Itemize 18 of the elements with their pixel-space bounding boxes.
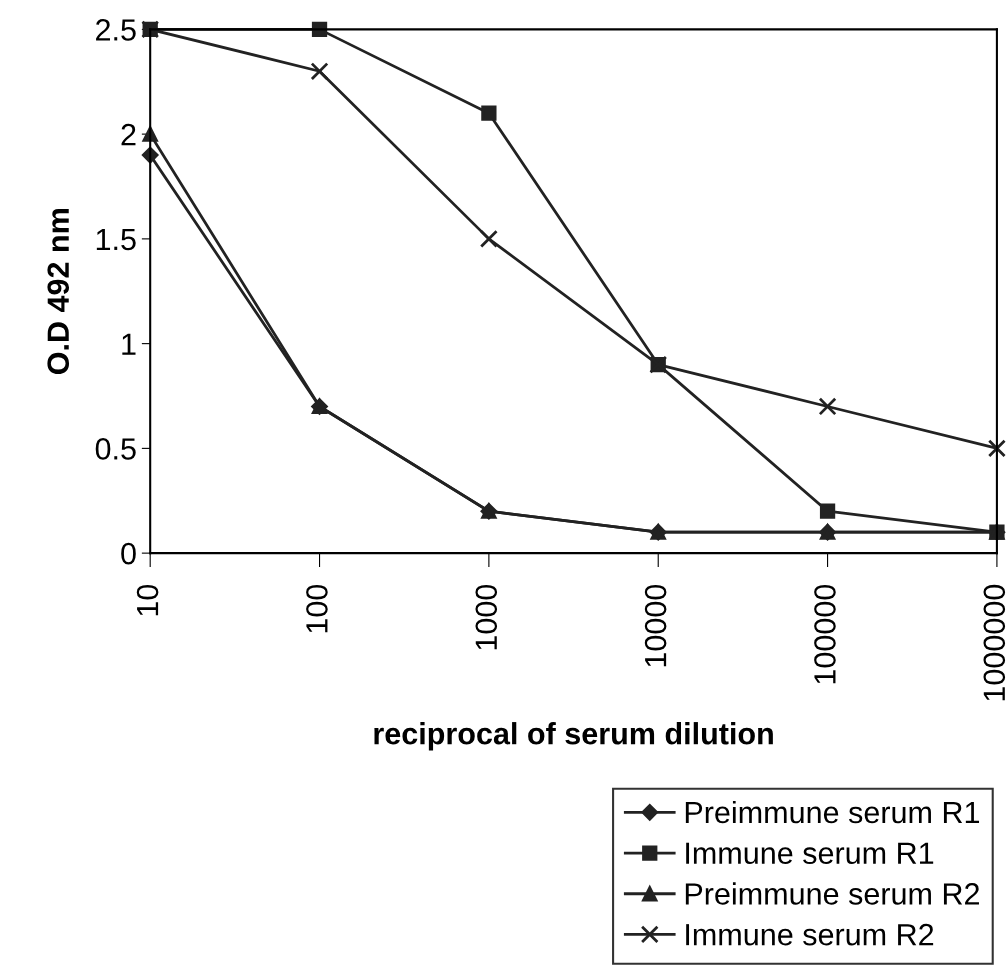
- y-tick-label: 0: [121, 542, 136, 565]
- legend-label: Preimmune serum R2: [685, 882, 979, 905]
- y-tick-label: 1: [122, 333, 136, 355]
- legend-label: Immune serum R2: [686, 923, 934, 946]
- x-tick-label: 10: [136, 584, 159, 616]
- y-tick-label: 1.5: [96, 228, 136, 251]
- x-tick-label: 1000: [475, 584, 498, 650]
- y-tick-label: 0.5: [95, 438, 136, 460]
- y-tick-label: 2.5: [96, 19, 136, 41]
- y-axis-title: O.D 492 nm: [47, 209, 70, 375]
- y-tick-label: 2: [121, 123, 136, 146]
- x-tick-label: 100000: [814, 584, 836, 684]
- x-tick-label: 1000000: [983, 584, 1006, 701]
- x-axis-title: reciprocal of serum dilution: [374, 722, 773, 751]
- legend-label: Immune serum R1: [686, 842, 934, 865]
- x-tick-label: 100: [306, 584, 328, 633]
- legend-label: Preimmune serum R1: [685, 800, 980, 824]
- x-tick-label: 10000: [644, 584, 667, 667]
